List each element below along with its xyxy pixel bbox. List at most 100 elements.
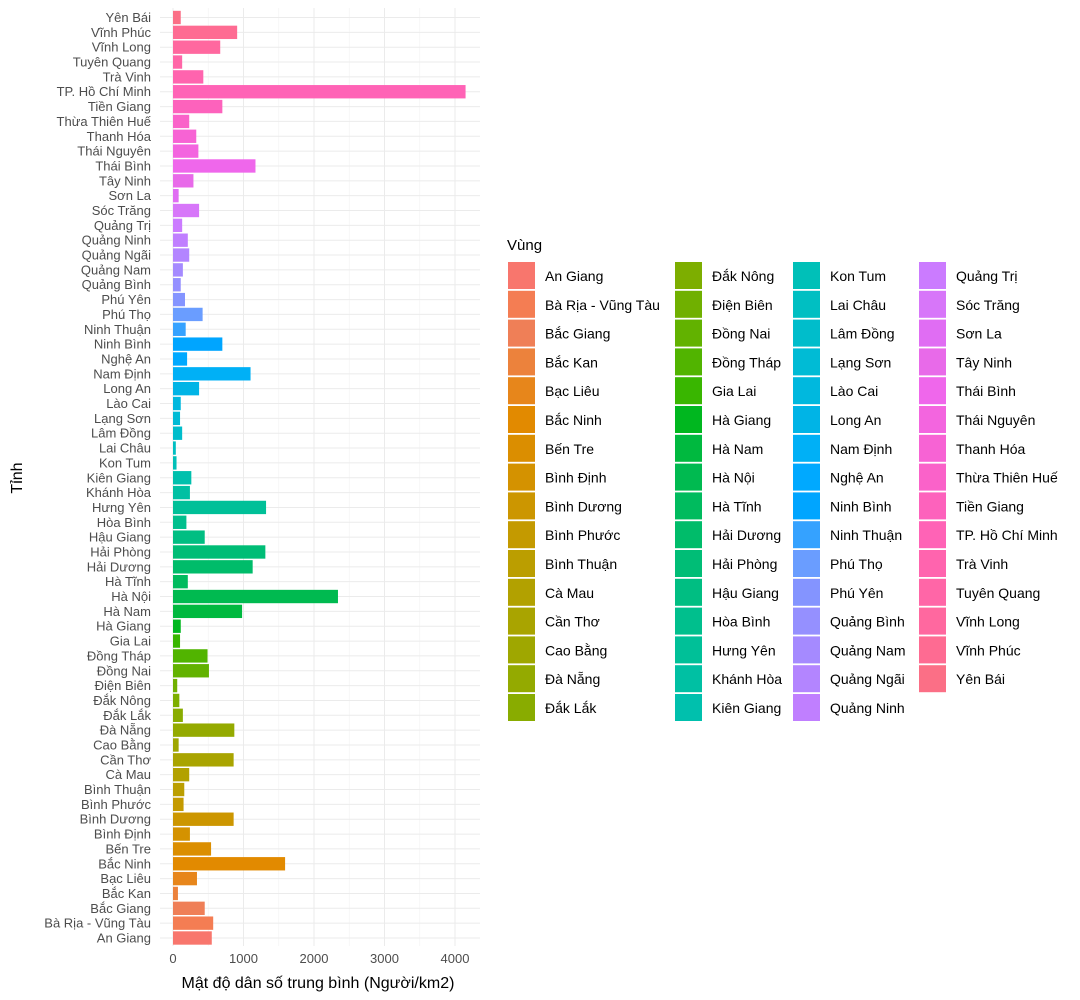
bar [173,174,194,188]
legend-key [793,348,820,376]
y-tick-label: Khánh Hòa [86,485,152,500]
legend-key [675,434,702,462]
legend-key [919,607,946,635]
x-tick-labels: 0 1000 2000 3000 4000 [169,951,469,966]
legend-label: Bình Thuận [545,556,617,572]
legend-label: Bình Dương [545,498,622,514]
legend-label: Cần Thơ [545,614,600,630]
bar [173,530,205,544]
legend-key [919,550,946,577]
y-tick-label: Bình Dương [80,812,151,827]
y-tick-label: Lai Châu [99,441,151,456]
y-tick-label: Ninh Bình [94,337,151,352]
x-tick-label: 3000 [370,951,399,966]
y-tick-label: Lạng Sơn [94,411,151,426]
bar [173,604,243,619]
legend-label: Hưng Yên [712,642,776,658]
legend-key [508,665,535,693]
y-tick-label: Bạc Liêu [100,871,151,886]
bar [173,619,181,633]
legend-label: Gia Lai [712,383,756,399]
legend-key [793,607,820,635]
legend-key [919,290,946,318]
y-tick-label: Tiền Giang [88,99,151,114]
legend-key [675,694,702,721]
y-tick-label: Quảng Ninh [82,233,151,248]
legend-label: Hải Phòng [712,556,777,572]
bar [173,114,190,129]
y-tick-label: Đắk Lắk [103,708,151,723]
legend-key [675,492,702,520]
legend-key [675,463,702,491]
grid-layer [160,8,480,946]
legend-key [508,550,535,577]
legend-key [508,406,535,433]
y-tick-label: Hà Tĩnh [105,574,151,589]
legend-label: Quảng Nam [830,642,905,658]
bar [173,70,204,84]
legend-label: Bạc Liêu [545,383,599,399]
legend-key [793,636,820,664]
y-tick-label: Quảng Ngãi [82,248,151,263]
bar [173,901,205,915]
legend-key [675,521,702,549]
y-tick-label: Đồng Nai [97,663,151,678]
legend-key [793,406,820,433]
legend-label: Phú Thọ [830,556,883,572]
legend-label: Đắk Nông [712,268,774,284]
bar [173,886,178,901]
legend-label: Ninh Bình [830,498,891,514]
y-tick-label: Sơn La [109,188,152,203]
y-tick-label: Bến Tre [105,841,151,856]
legend-label: Cà Mau [545,585,594,601]
bar [173,307,203,322]
x-tick-label: 1000 [229,951,258,966]
legend-label: Phú Yên [830,585,883,601]
bar [173,634,181,648]
bar [173,278,181,292]
x-tick-label: 2000 [300,951,329,966]
bar [173,144,199,158]
y-tick-label: Lào Cai [106,396,151,411]
bar [173,589,338,604]
bar [173,10,181,25]
y-tick-label: Kon Tum [99,455,151,470]
bar [173,708,183,722]
bar [173,842,212,856]
y-tick-label: Nam Định [93,366,151,381]
legend-key [919,406,946,433]
y-tick-label: Thái Bình [95,158,151,173]
legend-label: Bình Định [545,470,606,486]
y-tick-label: An Giang [97,931,151,946]
legend-key [508,262,535,289]
y-tick-label: Phú Thọ [102,307,151,322]
bar [173,471,192,485]
legend-label: Khánh Hòa [712,671,782,687]
bar [173,456,177,470]
legend-key [675,578,702,606]
legend-label: Hải Dương [712,527,781,543]
bar [173,381,200,396]
bar [173,812,234,826]
y-tick-label: Bắc Giang [90,901,151,916]
legend-key [675,636,702,664]
legend-label: Trà Vinh [956,556,1008,572]
y-tick-label: Đồng Tháp [87,648,151,663]
legend-key [919,348,946,376]
legend-key [919,492,946,520]
y-tick-label: Sóc Trăng [92,203,151,218]
legend-key [675,262,702,289]
legend-key [508,377,535,405]
legend-label: Hậu Giang [712,585,779,601]
bar [173,159,256,173]
bar [173,500,267,515]
legend-key [919,262,946,289]
y-tick-label: Vĩnh Long [92,40,151,55]
legend-key [508,348,535,376]
legend-label: Hà Nội [712,470,755,486]
legend-label: Lào Cai [830,383,878,399]
bar [173,352,188,366]
legend-key [793,578,820,606]
y-tick-label: Thái Nguyên [77,144,151,159]
